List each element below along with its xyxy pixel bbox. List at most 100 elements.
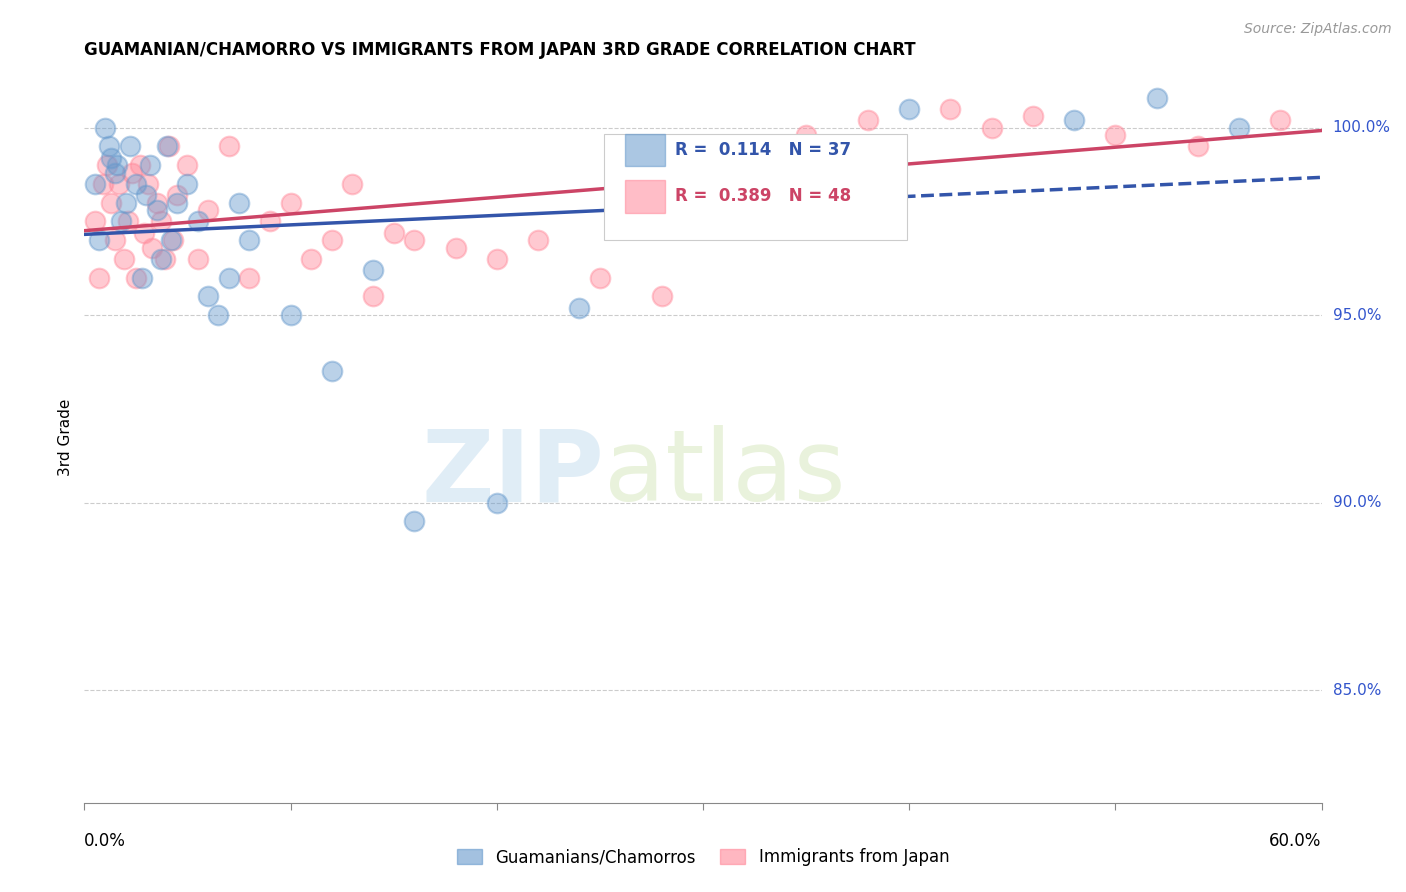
Point [176,177,198,191]
Point [139,158,162,172]
Point [361,263,384,277]
Point [1146,90,1168,104]
Y-axis label: 3rd Grade: 3rd Grade [58,399,73,475]
Text: Source: ZipAtlas.com: Source: ZipAtlas.com [1244,22,1392,37]
Point [1227,120,1250,135]
Point [299,252,322,266]
Point [110,214,132,228]
Text: 100.0%: 100.0% [1333,120,1391,135]
Point [176,158,198,172]
Point [104,166,127,180]
Point [166,195,188,210]
Point [131,270,153,285]
Point [187,252,209,266]
Text: 90.0%: 90.0% [1333,495,1381,510]
Text: 0.0%: 0.0% [84,832,127,850]
Point [321,233,343,247]
Point [280,195,302,210]
Text: atlas: atlas [605,425,845,522]
Point [228,195,250,210]
Point [207,308,229,322]
Point [145,195,167,210]
Point [980,120,1002,135]
Point [87,233,110,247]
Point [134,226,156,240]
Point [153,252,176,266]
Point [856,113,879,128]
Point [91,177,114,191]
Text: GUAMANIAN/CHAMORRO VS IMMIGRANTS FROM JAPAN 3RD GRADE CORRELATION CHART: GUAMANIAN/CHAMORRO VS IMMIGRANTS FROM JA… [84,41,915,59]
Text: R =  0.389   N = 48: R = 0.389 N = 48 [675,186,851,204]
Point [108,177,131,191]
Text: 95.0%: 95.0% [1333,308,1381,323]
Point [1022,109,1045,123]
Point [794,128,817,142]
Legend: Guamanians/Chamorros, Immigrants from Japan: Guamanians/Chamorros, Immigrants from Ja… [449,840,957,875]
Point [162,233,184,247]
Point [280,308,302,322]
Point [404,233,426,247]
Point [733,139,755,153]
Point [898,102,921,116]
Point [197,289,219,303]
Point [135,188,157,202]
Point [651,289,673,303]
Point [259,214,281,228]
Point [125,177,148,191]
Point [149,214,172,228]
Point [121,166,143,180]
Point [157,139,180,153]
Point [568,301,591,315]
Point [166,188,188,202]
Point [83,177,105,191]
Point [1104,128,1126,142]
Point [136,177,159,191]
FancyBboxPatch shape [626,179,665,212]
Point [238,270,260,285]
Point [160,233,183,247]
Point [114,195,136,210]
Point [149,252,172,266]
Point [1063,113,1085,128]
Point [342,177,364,191]
Point [156,139,179,153]
Point [444,241,467,255]
Point [100,151,122,165]
Point [361,289,384,303]
Point [125,270,148,285]
Point [527,233,550,247]
Point [94,120,117,135]
Point [100,195,122,210]
Point [104,233,127,247]
Point [485,252,508,266]
Point [939,102,962,116]
Point [129,158,152,172]
Point [112,252,135,266]
Point [218,270,240,285]
Point [1187,139,1209,153]
Point [238,233,260,247]
Point [404,515,426,529]
Text: ZIP: ZIP [422,425,605,522]
Point [117,214,139,228]
Point [589,270,612,285]
Point [96,158,118,172]
Point [118,139,141,153]
Point [1270,113,1292,128]
Point [651,151,673,165]
Point [321,364,343,378]
Text: 85.0%: 85.0% [1333,682,1381,698]
FancyBboxPatch shape [605,134,907,240]
Point [187,214,209,228]
Point [87,270,110,285]
FancyBboxPatch shape [626,134,665,167]
Point [197,203,219,218]
Point [98,139,121,153]
Point [105,158,128,172]
Point [218,139,240,153]
Point [485,496,508,510]
Point [141,241,163,255]
Text: 60.0%: 60.0% [1270,832,1322,850]
Text: R =  0.114   N = 37: R = 0.114 N = 37 [675,141,851,159]
Point [83,214,105,228]
